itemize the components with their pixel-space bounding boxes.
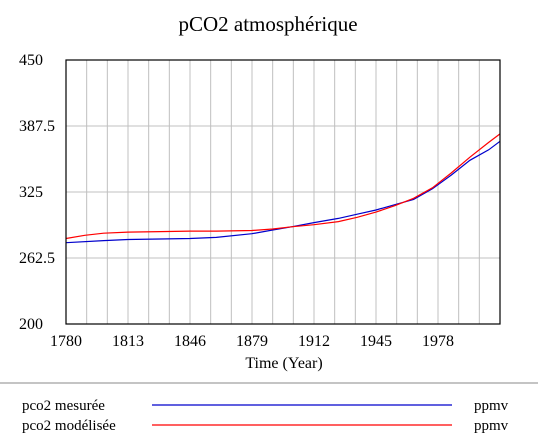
y-axis-ticks: 450 387.5 325 262.5 200: [19, 52, 55, 333]
legend: pco2 mesurée ppmv pco2 modélisée ppmv: [22, 398, 509, 434]
x-tick-label: 1945: [360, 333, 392, 350]
x-tick-label: 1846: [174, 333, 206, 350]
series-line: [65, 140, 501, 244]
grid: [66, 60, 500, 324]
x-tick-label: 1912: [298, 333, 330, 350]
x-axis-label: Time (Year): [245, 355, 322, 372]
plot-frame: [65, 59, 501, 325]
x-tick-label: 1780: [50, 333, 82, 350]
y-tick-label: 262.5: [19, 250, 55, 267]
legend-unit: ppmv: [474, 398, 509, 414]
legend-unit: ppmv: [474, 418, 509, 434]
x-tick-label: 1879: [236, 333, 268, 350]
y-tick-label: 387.5: [19, 118, 55, 135]
series-lines: [65, 133, 501, 244]
y-tick-label: 200: [19, 316, 43, 333]
x-tick-label: 1813: [112, 333, 144, 350]
series-line: [65, 133, 501, 240]
legend-label: pco2 mesurée: [22, 398, 105, 414]
chart-title: pCO2 atmosphérique: [178, 12, 357, 36]
y-tick-label: 325: [19, 184, 43, 201]
x-tick-label: 1978: [422, 333, 454, 350]
y-tick-label: 450: [19, 52, 43, 69]
legend-label: pco2 modélisée: [22, 418, 116, 434]
x-axis-ticks: 1780 1813 1846 1879 1912 1945 1978: [50, 333, 454, 350]
